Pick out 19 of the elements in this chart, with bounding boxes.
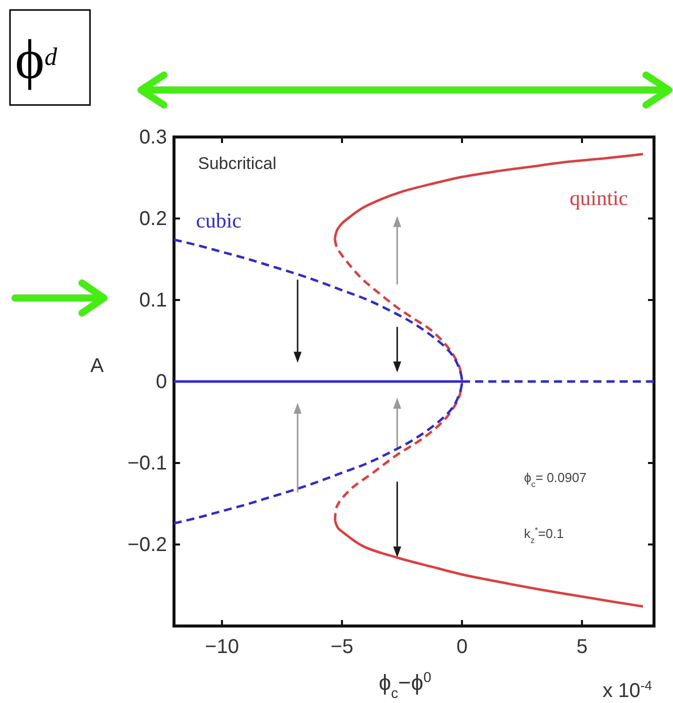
y-tick-label: −0.1 xyxy=(128,452,167,474)
y-axis-title: A xyxy=(90,355,104,377)
y-tick-label: 0.2 xyxy=(139,208,167,230)
annotation: Subcritical xyxy=(198,154,276,173)
x-tick-label: −5 xyxy=(330,636,354,658)
y-tick-label: 0 xyxy=(156,370,167,393)
y-tick-label: 0.1 xyxy=(139,289,167,312)
text: ϕ$^{d}$ xyxy=(15,29,58,91)
series-label: cubic xyxy=(196,208,242,233)
x-tick-label: 0 xyxy=(456,636,468,658)
y-tick-label: 0.3 xyxy=(139,126,167,148)
series-label: quintic xyxy=(570,186,628,210)
annotation: k$_{z}$$^{*}$=0.1 xyxy=(524,525,564,545)
x-tick-label: −10 xyxy=(205,636,239,658)
annotation: ϕ$_{c}$= 0.0907 xyxy=(524,470,586,489)
x-tick-label: 5 xyxy=(576,636,588,658)
y-tick-label: −0.2 xyxy=(128,534,167,556)
text: x 10$^{-4}$ xyxy=(602,678,652,702)
x-axis-title: ϕ$_{c}$−ϕ$^{0}$ xyxy=(378,670,432,702)
